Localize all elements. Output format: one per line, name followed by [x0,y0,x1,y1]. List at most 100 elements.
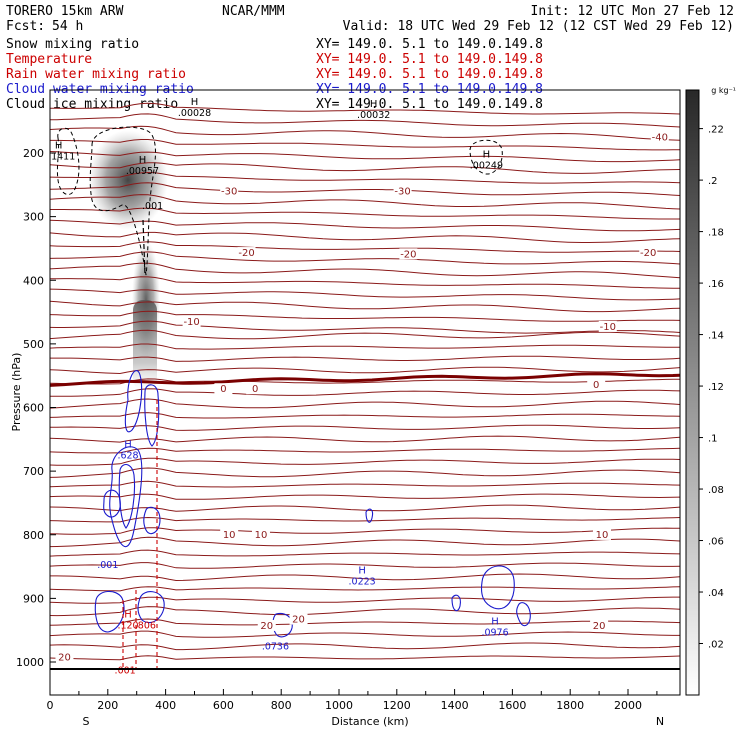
isotherm-label: 0 [593,380,599,391]
extremum-marker: H [370,99,378,110]
colorbar-tick-label: .12 [708,382,724,393]
colorbar-tick-label: .22 [708,125,724,136]
x-axis: 0 200 400 600 800 1000 1200 1400 1600 1800 2000 [47,689,658,712]
isotherm-line [50,480,680,488]
isotherm-line [50,171,680,184]
isotherm-label-bg [590,619,609,631]
isotherm-line [50,642,680,651]
extremum-value: .806 [135,620,156,631]
isotherm-line [50,655,680,661]
isotherm-line [50,516,680,523]
isotherm-label-bg [587,378,606,390]
isotherm-line [50,504,680,512]
isotherm-line [50,343,680,350]
isotherm-line [50,596,680,604]
colorbar [685,89,700,696]
isotherm-label-bg [393,185,412,197]
isotherm-line [50,182,680,196]
temperature-isotherms [50,102,680,661]
isotherm-line [50,251,680,265]
cloud-ice-contour [89,126,156,276]
x-tick-label: 800 [271,699,292,712]
isotherm-label: -10 [600,322,616,333]
isotherm-line [50,618,680,626]
y-axis-title: Pressure (hPa) [10,353,23,432]
y-axis: 200 300 400 500 600 700 800 900 1000 [16,147,56,669]
field-xy-range: XY= 149.0. 5.1 to 149.0.149.8 [316,37,543,52]
isotherm-line [50,527,680,535]
colorbar-tick-label: .2 [708,176,718,187]
cloud-water-contours [94,370,531,638]
isotherm-line [50,300,680,313]
isotherm-label: -40 [652,132,668,143]
extremum-marker: H [483,149,491,160]
isotherm-label: 20 [292,615,305,626]
colorbar-tick-label: .02 [708,640,724,651]
cloud-ice-contour [469,139,503,175]
isotherm-line [50,355,680,362]
plot-frame [49,89,681,696]
field-xy-range: XY= 149.0. 5.1 to 149.0.149.8 [316,52,543,67]
extremum-value: .01411 [42,151,75,162]
isotherm-line [50,424,680,431]
isotherm-line [50,457,680,466]
valid-time: Valid: 18 UTC Wed 29 Feb 12 (12 CST Wed … [343,19,734,34]
snow-shading-core [88,130,168,230]
extremum-value: .00028 [178,108,211,119]
isotherm-label-bg [237,247,256,259]
extremum-value: .0223 [349,576,376,587]
colorbar-ticks: .02 .04 .06 .08 .1 .12 .14 .16 .18 .2 .22 [699,125,724,651]
x-tick-label: 600 [213,699,234,712]
field-name: Temperature [6,52,92,67]
isotherm-line [50,310,680,322]
extrema-labels: -40 -30 -30 -20 -20 -20 -10 -10 0 0 0 10 10 10 20 20 20 2… [42,97,669,676]
isotherm-line [50,219,680,232]
isotherm-label: -20 [640,248,656,259]
x-tick-label: 200 [97,699,118,712]
colorbar-tick-label: .18 [708,228,724,239]
isotherm-line [50,549,680,557]
isotherm-line [50,125,680,141]
isotherm-line [50,447,680,454]
extremum-marker: H [491,616,499,627]
extremum-value: .00957 [126,166,159,177]
x-tick-label: 1800 [556,699,584,712]
y-tick-label: 300 [23,211,44,224]
isotherm-label: -30 [221,186,237,197]
isotherm-label-bg [399,248,418,260]
colorbar-tick-label: .16 [708,279,724,290]
extremum-value: .00249 [470,160,503,171]
y-tick-label: 700 [23,465,44,478]
field-xy-range: XY= 149.0. 5.1 to 149.0.149.8 [316,67,543,82]
isotherm-label-bg [251,528,270,540]
extremum-value: .120 [117,620,138,631]
isotherm-line [50,102,680,115]
snow-shading-tail [133,300,157,390]
extremum-value: .628 [117,450,138,461]
isotherm-label: -20 [238,248,254,259]
y-tick-label: 600 [23,402,44,415]
isotherm-line [50,262,680,279]
extremum-marker: H [124,609,132,620]
isotherm-line [50,398,680,409]
isotherm-line [50,139,680,151]
extremum-value: .001 [115,665,136,676]
extremum-value: .0736 [262,641,289,652]
x-tick-label: 1200 [383,699,411,712]
isotherm-line [50,435,680,443]
isotherm-line [50,366,680,375]
y-tick-label: 800 [23,529,44,542]
isotherm-line [50,536,680,548]
colorbar-tick-label: .1 [708,434,718,445]
isotherm-label-bg [214,383,233,395]
field-name: Snow mixing ratio [6,37,139,52]
isotherm-line [50,493,680,500]
isotherm-line [50,388,680,397]
isotherm-line [50,329,680,340]
extremum-value: .0976 [481,627,508,638]
isotherm-line [50,412,680,419]
y-tick-label: 900 [23,592,44,605]
extremum-marker: H [191,97,199,108]
isotherm-label: 0 [252,384,258,395]
